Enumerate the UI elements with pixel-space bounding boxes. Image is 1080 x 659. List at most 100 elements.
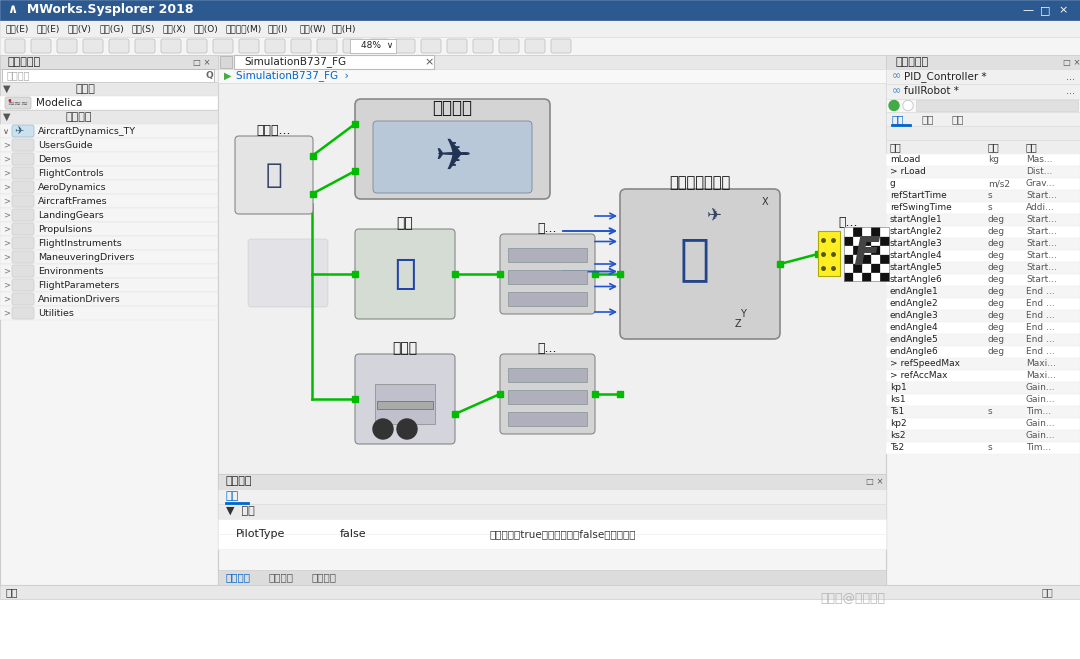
Bar (880, 272, 889, 281)
FancyBboxPatch shape (12, 125, 33, 137)
FancyBboxPatch shape (500, 354, 595, 434)
FancyBboxPatch shape (12, 209, 33, 221)
Text: Grav...: Grav... (1026, 179, 1055, 188)
Bar (886, 55, 1080, 69)
Text: 组件参数: 组件参数 (226, 476, 253, 486)
Text: deg: deg (988, 227, 1005, 237)
Bar (886, 358, 1080, 370)
Text: End ...: End ... (1026, 347, 1055, 357)
Text: 视图(V): 视图(V) (68, 24, 92, 33)
Text: endAngle6: endAngle6 (890, 347, 939, 357)
Text: FlightInstruments: FlightInstruments (38, 239, 122, 248)
FancyBboxPatch shape (187, 39, 207, 53)
Text: deg: deg (988, 312, 1005, 320)
Text: End ...: End ... (1026, 287, 1055, 297)
Text: refSwingTime: refSwingTime (890, 204, 951, 212)
Bar (218, 519, 886, 549)
Text: startAngle2: startAngle2 (890, 227, 943, 237)
Bar (0, 152, 218, 166)
Text: ∞: ∞ (892, 71, 901, 82)
Text: X: X (762, 197, 769, 207)
Text: endAngle5: endAngle5 (890, 335, 939, 345)
Text: 工具(I): 工具(I) (268, 24, 288, 33)
Circle shape (397, 419, 417, 439)
Bar (886, 99, 1080, 112)
Text: ✈: ✈ (707, 208, 723, 226)
Bar (886, 322, 1080, 334)
Text: 模型浏览器: 模型浏览器 (8, 57, 41, 67)
Bar (862, 245, 870, 254)
Text: 帮助(H): 帮助(H) (330, 24, 355, 33)
Bar (862, 236, 870, 245)
Bar (0, 0, 1080, 20)
Bar (870, 272, 880, 281)
Text: 设置: 设置 (951, 114, 964, 124)
FancyBboxPatch shape (551, 39, 571, 53)
Bar (886, 190, 1080, 202)
Text: Start...: Start... (1026, 275, 1057, 285)
Bar (0, 194, 218, 208)
Bar (0, 208, 218, 222)
Text: FlightParameters: FlightParameters (38, 281, 119, 289)
Bar (886, 202, 1080, 214)
Bar (886, 126, 1080, 140)
Text: > refSpeedMax: > refSpeedMax (890, 360, 960, 368)
Bar (818, 231, 840, 276)
Bar (843, 245, 853, 254)
Bar (0, 110, 218, 124)
Bar (886, 112, 1080, 126)
Text: deg: deg (988, 215, 1005, 225)
Text: FlightControls: FlightControls (38, 169, 104, 177)
Bar (853, 236, 862, 245)
FancyBboxPatch shape (109, 39, 129, 53)
Text: ▼: ▼ (3, 84, 11, 94)
FancyBboxPatch shape (291, 39, 311, 53)
FancyBboxPatch shape (395, 39, 415, 53)
Text: >: > (3, 210, 10, 219)
Text: Gain...: Gain... (1026, 384, 1055, 393)
FancyBboxPatch shape (12, 293, 33, 305)
Text: deg: deg (988, 287, 1005, 297)
Text: □ ×: □ × (1063, 57, 1080, 67)
Bar (0, 55, 218, 585)
FancyBboxPatch shape (12, 195, 33, 207)
Text: deg: deg (988, 324, 1005, 333)
FancyBboxPatch shape (12, 181, 33, 193)
Bar (0, 585, 1080, 599)
Bar (886, 250, 1080, 262)
Circle shape (889, 101, 899, 111)
FancyBboxPatch shape (620, 189, 780, 339)
Bar (862, 254, 870, 263)
Bar (0, 250, 218, 264)
Text: false: false (340, 529, 366, 539)
Text: ✈: ✈ (14, 126, 24, 136)
Bar (880, 227, 889, 236)
Text: 窗口(W): 窗口(W) (299, 24, 326, 33)
Bar (0, 37, 1080, 55)
Text: deg: deg (988, 335, 1005, 345)
Text: PilotType: PilotType (237, 529, 285, 539)
Text: 起落架: 起落架 (392, 341, 418, 355)
Text: 编辑(E): 编辑(E) (37, 24, 59, 33)
Text: ks2: ks2 (890, 432, 905, 440)
Text: > refAccMax: > refAccMax (890, 372, 947, 380)
Bar (886, 430, 1080, 442)
FancyBboxPatch shape (355, 229, 455, 319)
Text: ▼  参数: ▼ 参数 (226, 507, 255, 517)
Bar (886, 166, 1080, 178)
Text: LandingGears: LandingGears (38, 210, 104, 219)
Text: >: > (3, 252, 10, 262)
Text: deg: deg (988, 264, 1005, 273)
FancyBboxPatch shape (5, 97, 31, 109)
Text: 试验(X): 试验(X) (162, 24, 187, 33)
Bar (886, 442, 1080, 454)
Text: F: F (853, 235, 880, 273)
Bar (886, 274, 1080, 286)
Bar (870, 263, 880, 272)
FancyBboxPatch shape (31, 39, 51, 53)
Text: 描述: 描述 (1026, 142, 1038, 152)
Text: 组件变量: 组件变量 (312, 573, 337, 583)
Text: >: > (3, 196, 10, 206)
Text: Addi...: Addi... (1026, 204, 1055, 212)
Text: Start...: Start... (1026, 215, 1057, 225)
